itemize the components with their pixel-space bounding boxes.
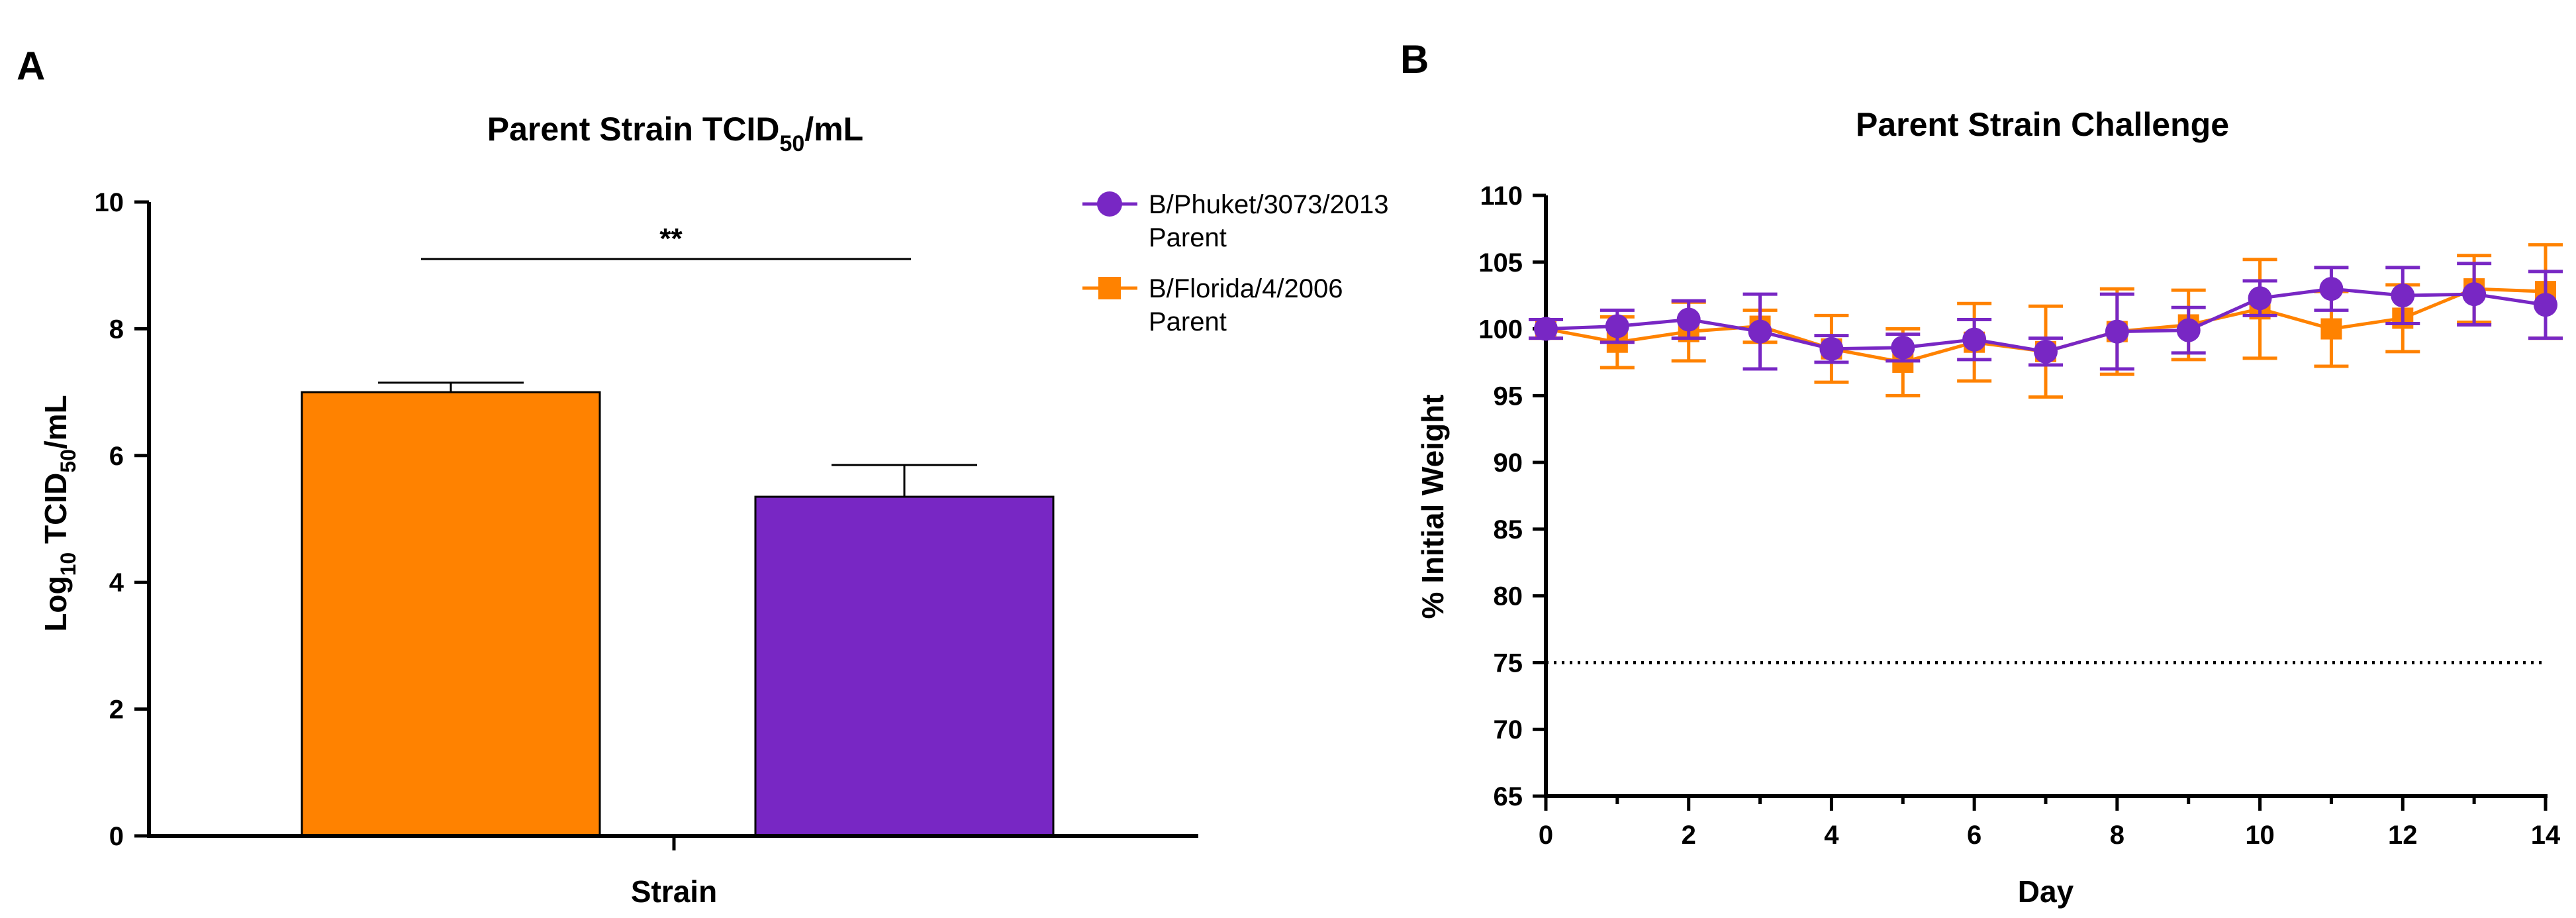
line-y-tick-label: 65	[1494, 782, 1523, 811]
bar	[754, 495, 1055, 837]
bar-y-tick-label: 6	[109, 442, 124, 471]
line-x-tick-label: 10	[2245, 821, 2275, 850]
line-x-tick-label: 14	[2531, 821, 2561, 850]
data-point-circle	[2319, 277, 2344, 301]
line-y-tick-label: 110	[1480, 181, 1523, 211]
line-chart-title: Parent Strain Challenge	[1856, 106, 2229, 143]
line-y-tick-label: 105	[1478, 248, 1523, 278]
line-chart-panel: Parent Strain Challenge % Initial Weight…	[1415, 106, 2563, 909]
line-y-tick-label: 85	[1494, 515, 1523, 544]
bar-chart-marks: **	[301, 223, 1055, 837]
bar-y-tick-label: 4	[109, 568, 124, 597]
line-chart-axes: 65 70 75 80 85 90 95 100 105 110 0 2 4 6 8 10 12 14	[1478, 181, 2561, 850]
line-x-tick-label: 6	[1967, 821, 1981, 850]
line-x-tick-label: 4	[1824, 821, 1839, 850]
line-x-tick-label: 2	[1682, 821, 1696, 850]
data-point-circle	[1819, 336, 1844, 361]
line-chart-x-axis-label: Day	[2018, 874, 2074, 909]
data-point-circle	[2462, 282, 2487, 307]
bar-y-tick-label: 2	[109, 695, 124, 725]
panel-letter-b: B	[1400, 37, 1429, 81]
bar-y-tick-label: 10	[95, 188, 124, 217]
data-point-circle	[2105, 319, 2129, 344]
line-y-tick-label: 80	[1494, 582, 1523, 611]
series-circle	[1529, 262, 2563, 371]
bar	[301, 391, 601, 837]
legend-label-line2: Parent	[1149, 223, 1227, 252]
data-point-circle	[2248, 286, 2272, 311]
line-y-tick-label: 70	[1494, 715, 1523, 744]
data-point-circle	[2534, 293, 2557, 317]
data-point-circle	[2391, 283, 2415, 308]
bar-chart-title: Parent Strain TCID50/mL	[487, 111, 863, 156]
panel-letter-a: A	[17, 44, 45, 88]
line-chart-marks	[1529, 243, 2563, 399]
bar-chart-panel: Parent Strain TCID50/mL Log10 TCID50/mL …	[38, 111, 1198, 909]
line-x-tick-label: 8	[2110, 821, 2124, 850]
bar-chart-y-axis-label: Log10 TCID50/mL	[38, 395, 80, 631]
legend-marker-square	[1098, 277, 1121, 299]
legend: B/Phuket/3073/2013 Parent B/Florida/4/2006…	[1082, 190, 1389, 336]
data-point-circle	[1534, 317, 1558, 341]
bar-y-tick-label: 0	[109, 822, 124, 851]
bar-chart-axes: 0 2 4 6 8 10	[95, 188, 1198, 851]
data-point-circle	[1962, 327, 1987, 352]
line-y-tick-label: 100	[1478, 315, 1523, 344]
significance-label: **	[659, 223, 683, 255]
legend-label-line2: Parent	[1149, 307, 1227, 336]
data-point-circle	[1605, 314, 1629, 338]
data-point-circle	[1748, 319, 1772, 344]
data-point-circle	[1676, 307, 1701, 332]
data-point-circle	[2176, 318, 2201, 342]
data-point-circle	[1891, 335, 1915, 360]
data-point-square	[2320, 318, 2342, 340]
legend-marker-circle	[1097, 191, 1122, 217]
legend-label: B/Phuket/3073/2013	[1149, 190, 1389, 219]
data-point-circle	[2034, 339, 2058, 364]
line-x-tick-label: 12	[2388, 821, 2418, 850]
bar-chart-x-axis-label: Strain	[631, 874, 717, 909]
line-chart-y-axis-label: % Initial Weight	[1415, 394, 1450, 619]
line-x-tick-label: 0	[1539, 821, 1553, 850]
line-y-tick-label: 90	[1494, 448, 1523, 478]
line-y-tick-label: 75	[1494, 648, 1523, 678]
bar-y-tick-label: 8	[109, 315, 124, 344]
line-y-tick-label: 95	[1494, 382, 1523, 411]
legend-label: B/Florida/4/2006	[1149, 274, 1343, 303]
